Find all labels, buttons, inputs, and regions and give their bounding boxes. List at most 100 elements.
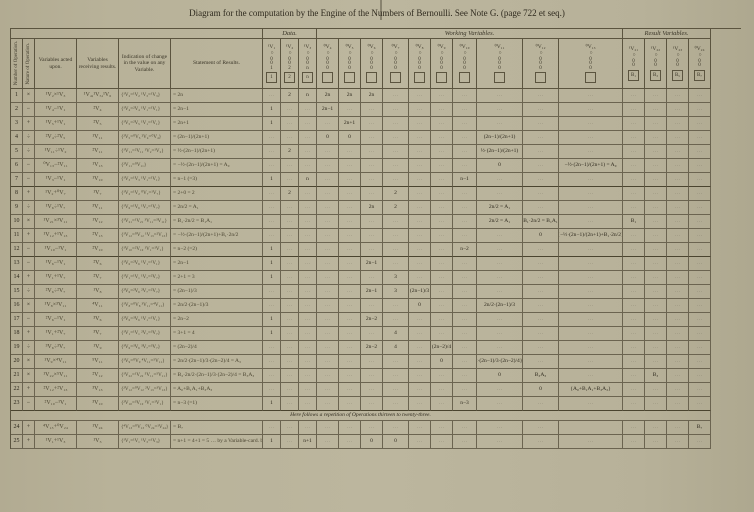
cell-v7: … bbox=[383, 229, 409, 243]
cell-v11: … bbox=[477, 257, 523, 271]
vars-recv: ³V₁₀ bbox=[77, 397, 119, 411]
cell-v24: … bbox=[689, 299, 711, 313]
cell-v11: … bbox=[477, 173, 523, 187]
cell-v7: 3 bbox=[383, 285, 409, 299]
cell-v21: … bbox=[623, 313, 645, 327]
op-num: 12 bbox=[11, 243, 23, 257]
cell-v24: … bbox=[689, 145, 711, 159]
vars-acted: ¹V₂₂×⁵V₁₁ bbox=[35, 369, 77, 383]
cell-v7: … bbox=[383, 383, 409, 397]
cell-v7: … bbox=[383, 355, 409, 369]
cell-v23: … bbox=[667, 397, 689, 411]
cell-v1: … bbox=[263, 341, 281, 355]
cell-v10: … bbox=[453, 271, 477, 285]
cell-v3: … bbox=[299, 103, 317, 117]
cell-v8: … bbox=[409, 243, 431, 257]
cell-v6: … bbox=[361, 103, 383, 117]
cell-v3: … bbox=[299, 229, 317, 243]
cell-v10: … bbox=[453, 369, 477, 383]
cell-v4: … bbox=[317, 435, 339, 449]
statement: = −½·(2n−1)/(2n+1) = A₀ bbox=[171, 159, 263, 173]
cell-v5: … bbox=[339, 229, 361, 243]
op-nature: + bbox=[23, 271, 35, 285]
cell-v3: … bbox=[299, 327, 317, 341]
vars-acted: ²V₆−¹V₁ bbox=[35, 313, 77, 327]
cell-v23: … bbox=[667, 341, 689, 355]
cell-v22: … bbox=[645, 299, 667, 313]
hdr-v1: ¹V₁○0011 bbox=[263, 39, 281, 89]
op-num: 18 bbox=[11, 327, 23, 341]
cell-v3: … bbox=[299, 383, 317, 397]
cell-v10: … bbox=[453, 145, 477, 159]
cell-v24: … bbox=[689, 355, 711, 369]
cell-v11: … bbox=[477, 187, 523, 201]
cell-v24: … bbox=[689, 215, 711, 229]
cell-v1: 1 bbox=[263, 327, 281, 341]
op-nature: + bbox=[23, 421, 35, 435]
cell-v5: … bbox=[339, 243, 361, 257]
cell-v24: B₇ bbox=[689, 421, 711, 435]
cell-v2: … bbox=[281, 215, 299, 229]
vars-acted: ²V₁₂+²V₁₃ bbox=[35, 383, 77, 397]
cell-v5: … bbox=[339, 369, 361, 383]
vars-acted: ¹V₁+¹V₃ bbox=[35, 435, 77, 449]
cell-v11: … bbox=[477, 229, 523, 243]
computation-table: Data.Working Variables.Result Variables.… bbox=[10, 28, 741, 449]
cell-v8: … bbox=[409, 215, 431, 229]
cell-v12: … bbox=[523, 327, 559, 341]
cell-v8: … bbox=[409, 369, 431, 383]
cell-v3: … bbox=[299, 187, 317, 201]
indication: {¹V₁₂=⁰V₁₂ ¹V₁₃=²V₁₃} bbox=[119, 229, 171, 243]
cell-v7: … bbox=[383, 131, 409, 145]
cell-v22: … bbox=[645, 89, 667, 103]
cell-v1: … bbox=[263, 383, 281, 397]
cell-v12: … bbox=[523, 313, 559, 327]
cell-v13: … bbox=[559, 313, 623, 327]
indication: {¹V₃=¹V₃ ¹V₁=¹V₁} bbox=[119, 173, 171, 187]
cell-v4: … bbox=[317, 229, 339, 243]
op-num: 13 bbox=[11, 257, 23, 271]
indication: {¹V₈=⁰V₈ ³V₁₁=⁴V₁₁} bbox=[119, 299, 171, 313]
page: { "title": "Diagram for the computation … bbox=[0, 0, 754, 512]
cell-v12: … bbox=[523, 103, 559, 117]
cell-v11: … bbox=[477, 313, 523, 327]
cell-v22: … bbox=[645, 145, 667, 159]
cell-v22: … bbox=[645, 243, 667, 257]
cell-v13: {−½·(2n−1)/(2n+1)+B₁·2n/2} bbox=[559, 229, 623, 243]
cell-v23: … bbox=[667, 243, 689, 257]
vars-recv: ⁴V₁₁ bbox=[77, 299, 119, 313]
op-num: 21 bbox=[11, 369, 23, 383]
statement: = B₃·2n/2·(2n−1)/3·(2n−2)/4 = B₃A₃ bbox=[171, 369, 263, 383]
cell-v10: … bbox=[453, 117, 477, 131]
statement: = n+1 = 4+1 = 5 … by a Variable-card. by… bbox=[171, 435, 263, 449]
hdr-indication: Indication of change in the value on any… bbox=[119, 39, 171, 89]
statement: = n−3 (=1) bbox=[171, 397, 263, 411]
cell-v22: … bbox=[645, 435, 667, 449]
op-num: 9 bbox=[11, 201, 23, 215]
cell-v2: … bbox=[281, 397, 299, 411]
cell-v3: … bbox=[299, 341, 317, 355]
op-num: 19 bbox=[11, 341, 23, 355]
cell-v13: … bbox=[559, 201, 623, 215]
indication: {¹V₂₁=¹V₂₁ ³V₁₁=³V₁₁} bbox=[119, 215, 171, 229]
cell-v24: … bbox=[689, 435, 711, 449]
cell-v21: … bbox=[623, 159, 645, 173]
cell-v6: … bbox=[361, 159, 383, 173]
indication: {¹V₆=²V₆ ¹V₁=¹V₁} bbox=[119, 257, 171, 271]
cell-v1: … bbox=[263, 131, 281, 145]
cell-v7: … bbox=[383, 117, 409, 131]
cell-v11: ½·(2n−1)/(2n+1) bbox=[477, 145, 523, 159]
cell-v7: 0 bbox=[383, 435, 409, 449]
cell-v11: 2n/2 = A₁ bbox=[477, 201, 523, 215]
cell-v23: … bbox=[667, 229, 689, 243]
cell-v21: … bbox=[623, 383, 645, 397]
cell-v23: … bbox=[667, 201, 689, 215]
cell-v12: … bbox=[523, 397, 559, 411]
cell-v22: … bbox=[645, 215, 667, 229]
cell-v10: n−3 bbox=[453, 397, 477, 411]
cell-v5: … bbox=[339, 285, 361, 299]
cell-v23: … bbox=[667, 355, 689, 369]
cell-v24: … bbox=[689, 173, 711, 187]
cell-v13: … bbox=[559, 131, 623, 145]
cell-v2: … bbox=[281, 229, 299, 243]
